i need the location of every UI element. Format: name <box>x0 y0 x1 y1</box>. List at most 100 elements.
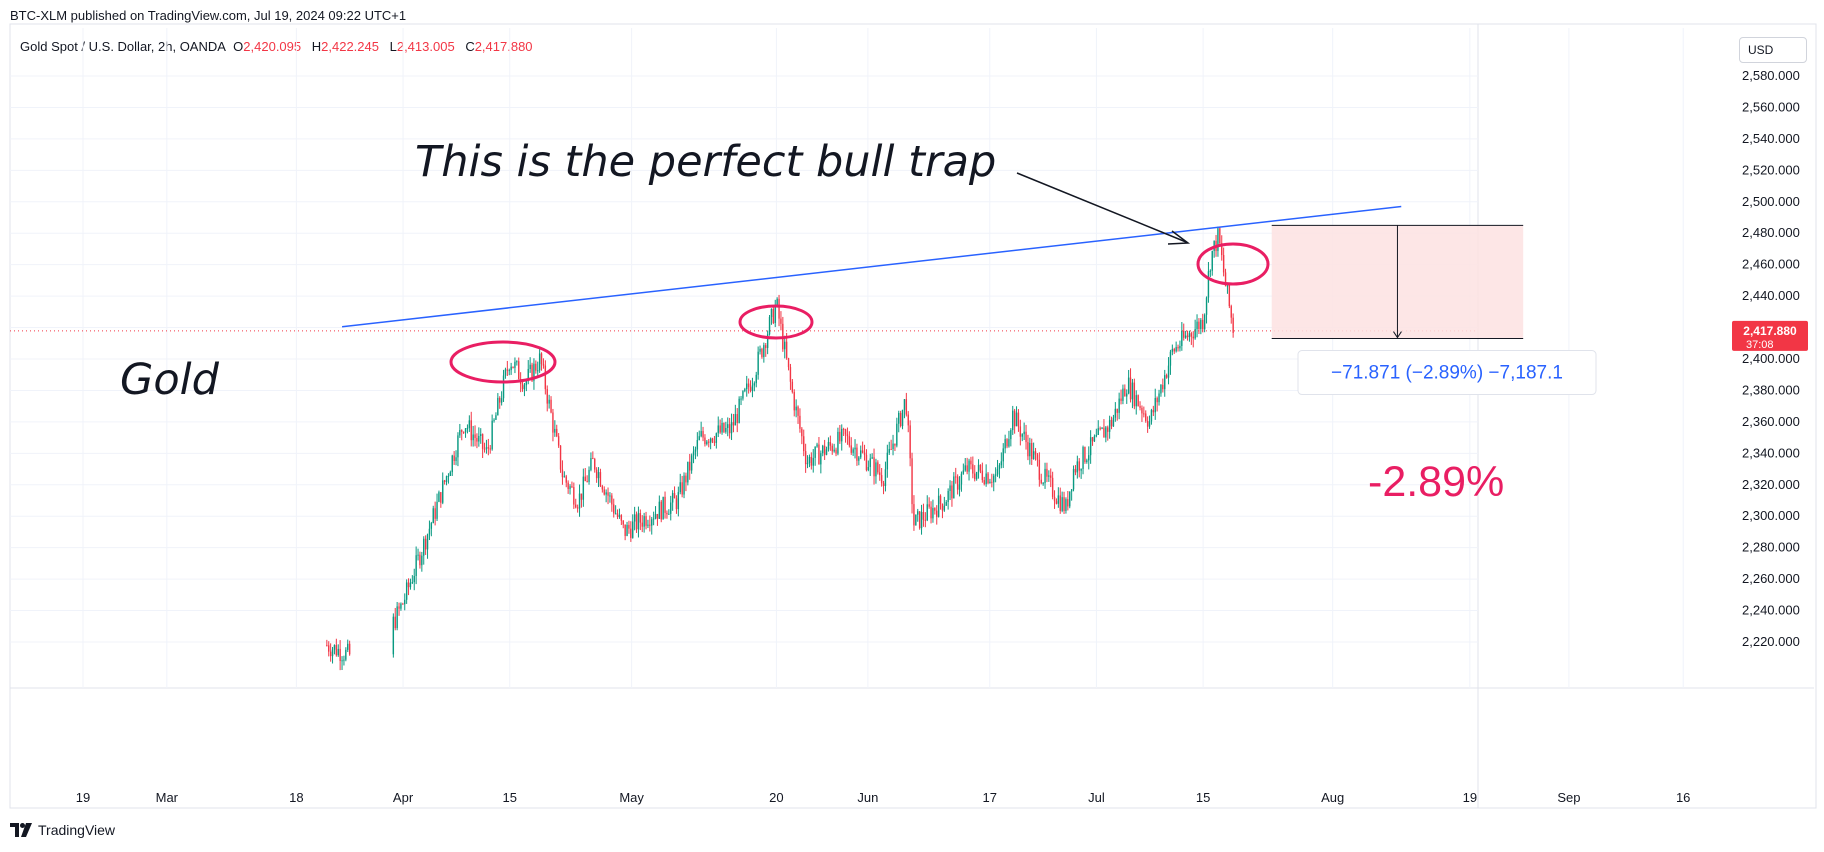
candle-body <box>1143 413 1145 415</box>
candle-body <box>504 369 507 376</box>
candle-body <box>915 514 917 526</box>
candle-body <box>746 383 748 390</box>
candle-body <box>563 476 566 478</box>
candle-body <box>903 399 906 410</box>
candle-body <box>436 501 438 519</box>
candle-body <box>850 445 852 453</box>
candle-body <box>1036 454 1039 460</box>
y-tick-label: 2,380.000 <box>1742 382 1800 397</box>
candle-body <box>1217 228 1219 252</box>
candle-body <box>571 486 573 488</box>
candle-body <box>426 534 429 550</box>
y-tick-label: 2,240.000 <box>1742 603 1800 618</box>
candle-body <box>468 420 471 428</box>
annotation-title: This is the perfect bull trap <box>415 137 996 187</box>
candle-body <box>1124 388 1126 397</box>
candle-body <box>789 367 792 382</box>
candle-body <box>1179 345 1181 349</box>
candle-body <box>1224 272 1227 287</box>
candle-body <box>974 473 976 480</box>
candle-body <box>576 507 579 509</box>
candle-body <box>1110 419 1113 427</box>
candle-body <box>1008 439 1010 447</box>
candle-body <box>1154 398 1156 413</box>
candle-body <box>711 438 714 442</box>
candle-body <box>466 427 469 429</box>
y-tick-label: 2,340.000 <box>1742 445 1800 460</box>
candle-body <box>1099 428 1101 430</box>
candle-body <box>1202 319 1204 330</box>
candle-body <box>599 472 602 487</box>
candle-body <box>917 511 919 515</box>
candle-body <box>846 434 849 437</box>
x-tick-label: 15 <box>1196 790 1210 805</box>
candle-body <box>597 472 600 479</box>
candle-body <box>1080 468 1082 471</box>
candle-body <box>512 366 514 368</box>
candle-body <box>727 424 729 428</box>
candle-body <box>673 493 676 499</box>
candle-body <box>339 648 341 661</box>
x-tick-label: Jun <box>857 790 878 805</box>
candle-body <box>1184 335 1187 338</box>
annotation-arrow-line <box>1016 172 1187 243</box>
candle-body <box>730 422 733 434</box>
candle-body <box>1131 382 1134 400</box>
candle-body <box>474 434 476 438</box>
open-value: 2,420.095 <box>243 39 302 54</box>
candle-body <box>594 459 596 470</box>
candle-body <box>1129 377 1132 400</box>
candle-body <box>772 308 775 323</box>
candle-body <box>527 368 529 381</box>
highlight-circle <box>738 304 814 340</box>
candle-body <box>394 616 396 629</box>
currency-selector[interactable]: USD <box>1739 37 1807 63</box>
candle-body <box>633 514 636 522</box>
candle-body <box>918 511 921 529</box>
candle-body <box>964 465 966 471</box>
x-tick-label: Aug <box>1321 790 1344 805</box>
candle-body <box>345 649 347 660</box>
high-label: H <box>311 39 322 54</box>
candle-body <box>538 353 541 371</box>
candle-body <box>1152 410 1155 413</box>
candle-body <box>1228 285 1231 307</box>
candle-body <box>1048 475 1050 477</box>
candle-body <box>1042 483 1044 485</box>
candle-body <box>700 431 702 437</box>
candle-body <box>987 473 989 484</box>
x-tick-label: 19 <box>1463 790 1477 805</box>
candle-body <box>489 448 491 450</box>
x-tick-label: 20 <box>769 790 783 805</box>
x-tick-label: 16 <box>1676 790 1690 805</box>
candle-body <box>1013 410 1016 427</box>
candle-body <box>899 412 902 427</box>
candle-body <box>654 514 657 519</box>
y-tick-label: 2,560.000 <box>1742 99 1800 114</box>
candle-body <box>1072 468 1075 490</box>
last-price-label: 2,417.880 <box>1743 324 1797 338</box>
x-tick-label: May <box>619 790 644 805</box>
candle-body <box>1175 347 1177 352</box>
candle-body <box>1031 442 1033 459</box>
candle-body <box>575 504 577 508</box>
candle-body <box>329 651 332 657</box>
open-label: O <box>233 39 244 54</box>
candle-body <box>537 370 539 372</box>
y-tick-label: 2,360.000 <box>1742 414 1800 429</box>
candle-body <box>622 520 624 525</box>
candle-body <box>557 436 560 446</box>
candle-body <box>778 298 780 319</box>
candle-body <box>1029 442 1031 457</box>
candle-body <box>457 435 459 458</box>
candle-body <box>470 420 472 441</box>
y-tick-label: 2,460.000 <box>1742 257 1800 272</box>
footer-brand[interactable]: TradingView <box>10 822 115 838</box>
candle-body <box>958 484 961 490</box>
candle-body <box>975 471 978 480</box>
candle-body <box>749 387 752 391</box>
candle-body <box>913 504 915 526</box>
candle-body <box>1067 499 1069 507</box>
candle-body <box>852 449 854 453</box>
